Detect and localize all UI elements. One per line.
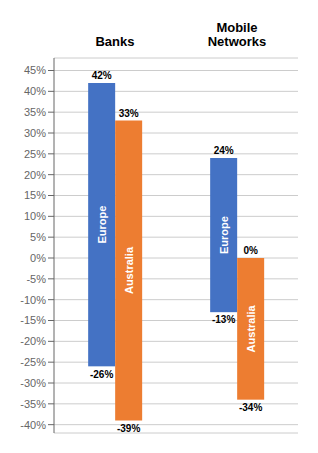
svg-text:42%: 42% <box>92 70 112 81</box>
svg-text:-10%: -10% <box>20 294 46 306</box>
svg-text:-26%: -26% <box>90 369 113 380</box>
svg-text:5%: 5% <box>30 231 46 243</box>
svg-text:MobileNetworks: MobileNetworks <box>208 20 267 49</box>
svg-text:10%: 10% <box>24 210 46 222</box>
svg-text:-30%: -30% <box>20 377 46 389</box>
svg-text:15%: 15% <box>24 189 46 201</box>
svg-text:-35%: -35% <box>20 398 46 410</box>
svg-text:25%: 25% <box>24 148 46 160</box>
svg-text:30%: 30% <box>24 127 46 139</box>
svg-text:Australia: Australia <box>245 304 257 352</box>
svg-text:-15%: -15% <box>20 314 46 326</box>
svg-text:35%: 35% <box>24 106 46 118</box>
svg-text:-13%: -13% <box>212 314 235 325</box>
svg-text:-5%: -5% <box>26 273 46 285</box>
svg-text:-20%: -20% <box>20 335 46 347</box>
svg-text:-34%: -34% <box>239 402 262 413</box>
svg-text:0%: 0% <box>243 245 258 256</box>
svg-text:20%: 20% <box>24 169 46 181</box>
svg-text:-39%: -39% <box>117 423 140 433</box>
svg-text:24%: 24% <box>214 145 234 156</box>
svg-text:Banks: Banks <box>95 34 134 49</box>
svg-text:-25%: -25% <box>20 356 46 368</box>
svg-text:Australia: Australia <box>123 246 135 294</box>
svg-text:0%: 0% <box>30 252 46 264</box>
svg-text:40%: 40% <box>24 85 46 97</box>
svg-text:-40%: -40% <box>20 419 46 431</box>
svg-text:Europe: Europe <box>96 206 108 244</box>
svg-text:Europe: Europe <box>218 216 230 254</box>
svg-text:33%: 33% <box>119 108 139 119</box>
svg-text:45%: 45% <box>24 64 46 76</box>
